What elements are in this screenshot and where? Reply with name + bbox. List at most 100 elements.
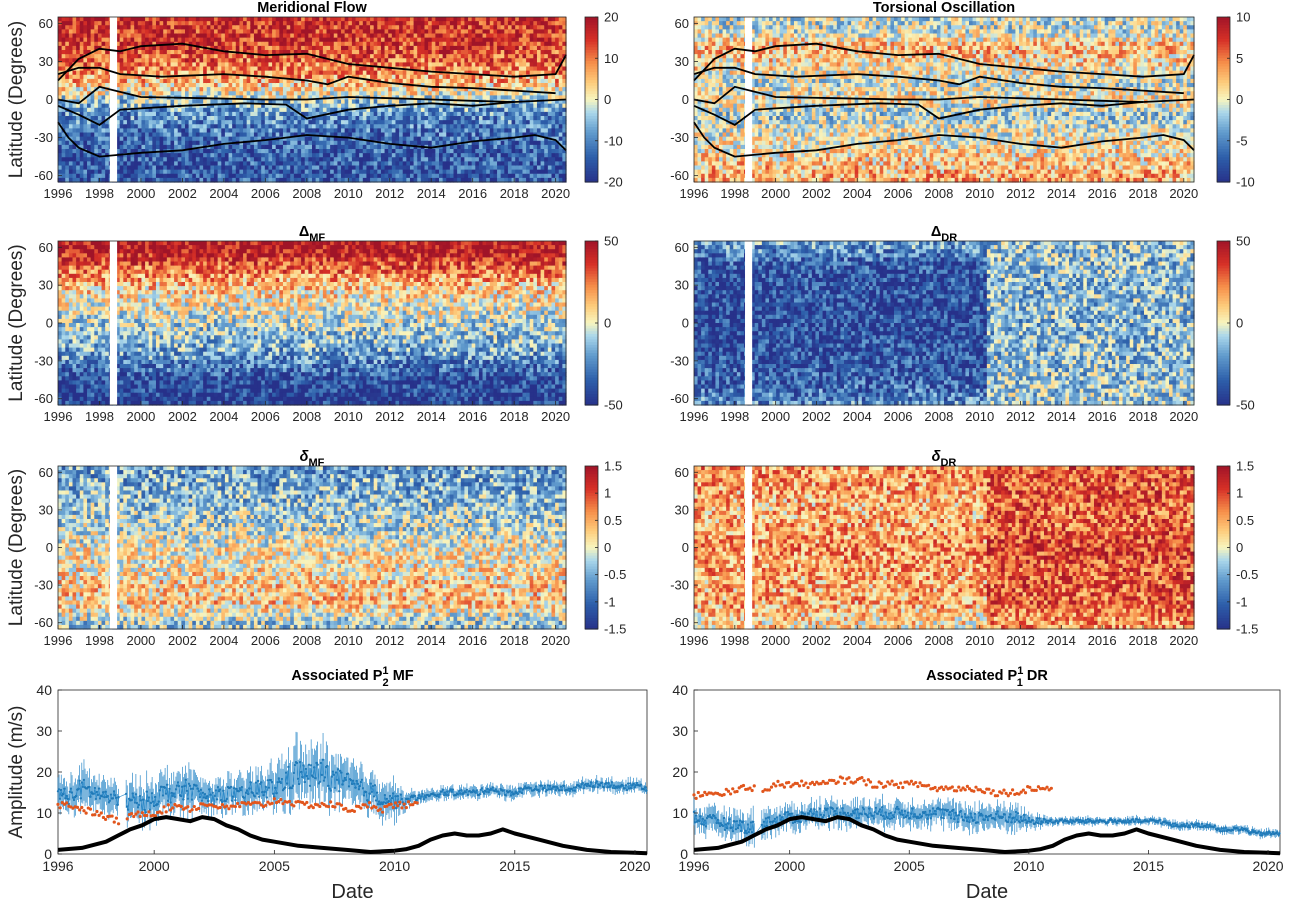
heatmap-cell (203, 116, 207, 121)
heatmap-cell (330, 91, 334, 96)
heatmap-cell (192, 133, 196, 138)
heatmap-cell (232, 157, 236, 162)
heatmap-cell (98, 100, 102, 105)
heatmap-cell (316, 21, 320, 26)
heatmap-cell (330, 116, 334, 121)
heatmap-cell (232, 29, 236, 34)
heatmap-cell (87, 17, 91, 22)
heatmap-cell (250, 161, 254, 166)
heatmap-cell (287, 42, 291, 47)
heatmap-cell (323, 153, 327, 158)
heatmap-cell (76, 124, 80, 129)
heatmap-cell (203, 157, 207, 162)
heatmap-cell (76, 91, 80, 96)
heatmap-cell (370, 25, 374, 30)
heatmap-cell (334, 128, 338, 133)
heatmap-cell (250, 166, 254, 171)
heatmap-cell (352, 149, 356, 154)
heatmap-cell (279, 166, 283, 171)
heatmap-cell (69, 34, 73, 39)
heatmap-cell (290, 145, 294, 150)
heatmap-cell (181, 157, 185, 162)
heatmap-cell (170, 133, 174, 138)
heatmap-cell (192, 124, 196, 129)
heatmap-cell (178, 108, 182, 113)
heatmap-cell (167, 71, 171, 76)
heatmap-cell (366, 145, 370, 150)
heatmap-cell (359, 145, 363, 150)
heatmap-cell (131, 124, 135, 129)
heatmap-cell (272, 46, 276, 51)
heatmap-cell (123, 157, 127, 162)
heatmap-cell (319, 149, 323, 154)
heatmap-cell (258, 21, 262, 26)
heatmap-cell (370, 17, 374, 22)
heatmap-cell (265, 120, 269, 125)
heatmap-cell (98, 149, 102, 154)
heatmap-cell (323, 137, 327, 142)
heatmap-cell (218, 25, 222, 30)
heatmap-cell (221, 21, 225, 26)
heatmap-cell (250, 91, 254, 96)
heatmap-cell (152, 133, 156, 138)
heatmap-cell (297, 137, 301, 142)
heatmap-cell (297, 67, 301, 72)
heatmap-cell (374, 116, 378, 121)
heatmap-cell (283, 62, 287, 67)
heatmap-cell (229, 124, 233, 129)
heatmap-cell (363, 141, 367, 146)
heatmap-cell (279, 34, 283, 39)
heatmap-cell (381, 29, 385, 34)
heatmap-cell (156, 153, 160, 158)
heatmap-cell (210, 17, 214, 22)
heatmap-cell (105, 54, 109, 59)
heatmap-cell (207, 108, 211, 113)
heatmap-cell (58, 112, 62, 117)
heatmap-cell (236, 87, 240, 92)
heatmap-cell (352, 29, 356, 34)
heatmap-cell (160, 100, 164, 105)
heatmap-cell (189, 25, 193, 30)
heatmap-cell (83, 137, 87, 142)
heatmap-cell (163, 128, 167, 133)
heatmap-cell (265, 170, 269, 175)
heatmap-cell (62, 174, 66, 179)
heatmap-cell (160, 34, 164, 39)
heatmap-cell (105, 174, 109, 179)
heatmap-cell (83, 153, 87, 158)
heatmap-cell (381, 25, 385, 30)
heatmap-cell (316, 67, 320, 72)
heatmap-cell (297, 21, 301, 26)
heatmap-cell (127, 83, 131, 88)
heatmap-cell (192, 29, 196, 34)
heatmap-cell (69, 104, 73, 109)
heatmap-cell (210, 29, 214, 34)
heatmap-cell (316, 153, 320, 158)
heatmap-cell (239, 25, 243, 30)
heatmap-cell (69, 87, 73, 92)
heatmap-cell (58, 46, 62, 51)
heatmap-cell (192, 50, 196, 55)
heatmap-cell (167, 141, 171, 146)
heatmap-cell (138, 62, 142, 67)
heatmap-cell (189, 38, 193, 43)
heatmap-cell (272, 112, 276, 117)
heatmap-cell (192, 79, 196, 84)
heatmap-cell (149, 157, 153, 162)
heatmap-cell (330, 120, 334, 125)
heatmap-cell (283, 124, 287, 129)
heatmap-cell (221, 91, 225, 96)
heatmap-cell (352, 42, 356, 47)
heatmap-cell (283, 145, 287, 150)
heatmap-cell (149, 161, 153, 166)
heatmap-cell (62, 46, 66, 51)
heatmap-cell (207, 87, 211, 92)
heatmap-cell (105, 21, 109, 26)
heatmap-cell (247, 25, 251, 30)
heatmap-cell (94, 137, 98, 142)
heatmap-cell (76, 95, 80, 100)
heatmap-cell (131, 133, 135, 138)
heatmap-cell (91, 71, 95, 76)
heatmap-cell (316, 62, 320, 67)
heatmap-cell (76, 161, 80, 166)
